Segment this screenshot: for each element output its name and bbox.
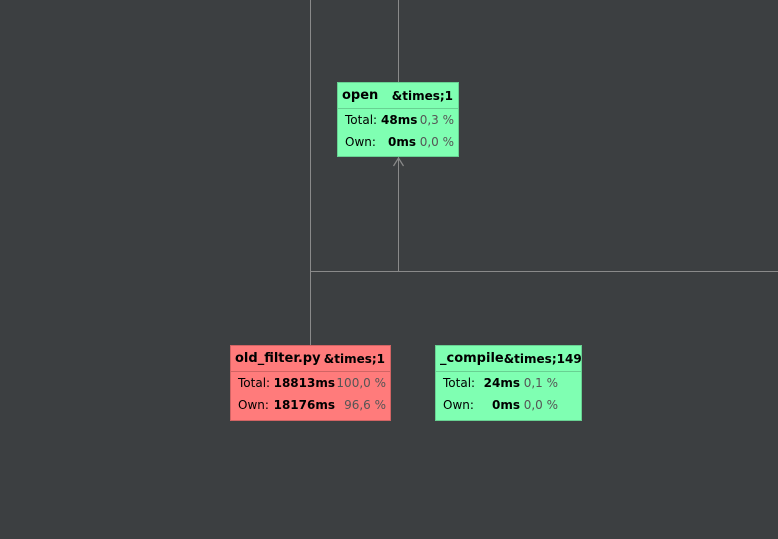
total-label: Total: — [345, 113, 378, 127]
total-ms: 24ms — [483, 376, 520, 390]
call-count: &times;1 — [391, 88, 453, 103]
total-row: Total: 48ms 0,3 % — [338, 109, 458, 131]
node-name: old_filter.py — [235, 351, 321, 366]
own-label: Own: — [238, 398, 269, 412]
total-pct: 0,3 % — [419, 113, 454, 127]
node-open[interactable]: open &times;1 Total: 48ms 0,3 % Own: 0ms… — [337, 82, 459, 157]
total-pct: 0,1 % — [523, 376, 558, 390]
own-ms: 18176ms — [273, 398, 336, 412]
total-row: Total: 24ms 0,1 % — [436, 372, 581, 394]
own-row: Own: 0ms 0,0 % — [338, 131, 458, 153]
node-header: open &times;1 — [338, 83, 458, 109]
call-count: &times;1 — [323, 351, 385, 366]
node-old-filter[interactable]: old_filter.py &times;1 Total: 18813ms 10… — [230, 345, 391, 421]
edge-line — [310, 0, 311, 345]
node-name: _compile — [440, 351, 504, 366]
edge-line — [310, 271, 778, 272]
total-label: Total: — [238, 376, 271, 390]
total-label: Total: — [443, 376, 476, 390]
total-pct: 100,0 % — [336, 376, 386, 390]
total-ms: 18813ms — [273, 376, 336, 390]
own-label: Own: — [443, 398, 474, 412]
own-ms: 0ms — [388, 135, 416, 149]
node-header: _compile &times;149 — [436, 346, 582, 372]
own-ms: 0ms — [492, 398, 520, 412]
own-row: Own: 0ms 0,0 % — [436, 394, 581, 416]
own-pct: 0,0 % — [523, 398, 558, 412]
own-pct: 96,6 % — [344, 398, 386, 412]
node-compile[interactable]: _compile &times;149 Total: 24ms 0,1 % Ow… — [435, 345, 582, 421]
call-count: &times;149 — [503, 351, 582, 366]
node-name: open — [342, 88, 379, 103]
total-row: Total: 18813ms 100,0 % — [231, 372, 390, 394]
total-ms: 48ms — [381, 113, 418, 127]
node-header: old_filter.py &times;1 — [231, 346, 390, 372]
own-label: Own: — [345, 135, 376, 149]
arrow-head-icon — [392, 156, 405, 167]
own-row: Own: 18176ms 96,6 % — [231, 394, 390, 416]
own-pct: 0,0 % — [419, 135, 454, 149]
